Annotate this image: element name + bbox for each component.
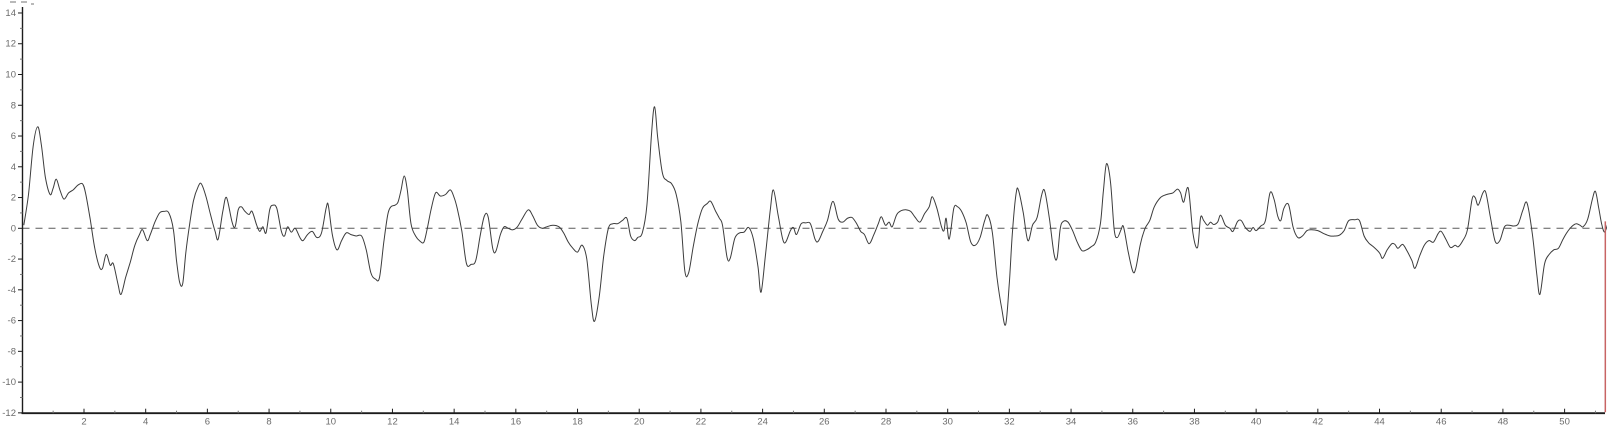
- svg-text:42: 42: [1313, 417, 1324, 428]
- svg-text:-12: -12: [2, 408, 16, 419]
- svg-text:24: 24: [757, 417, 768, 428]
- svg-text:44: 44: [1374, 417, 1385, 428]
- svg-text:4: 4: [143, 417, 148, 428]
- svg-text:6: 6: [11, 131, 16, 142]
- svg-text:2: 2: [11, 193, 16, 204]
- svg-text:36: 36: [1127, 417, 1138, 428]
- cropped-top-artifact: [10, 1, 16, 3]
- svg-text:-10: -10: [2, 377, 16, 388]
- svg-text:8: 8: [11, 100, 16, 111]
- svg-text:16: 16: [511, 417, 522, 428]
- svg-text:2: 2: [81, 417, 86, 428]
- cropped-top-artifact: [21, 1, 27, 3]
- svg-text:12: 12: [5, 39, 16, 50]
- svg-text:10: 10: [325, 417, 336, 428]
- svg-text:26: 26: [819, 417, 830, 428]
- svg-text:38: 38: [1189, 417, 1200, 428]
- svg-text:46: 46: [1436, 417, 1447, 428]
- svg-text:50: 50: [1559, 417, 1570, 428]
- svg-text:14: 14: [5, 8, 16, 19]
- svg-text:32: 32: [1004, 417, 1015, 428]
- svg-text:48: 48: [1498, 417, 1509, 428]
- svg-text:6: 6: [205, 417, 210, 428]
- svg-text:14: 14: [449, 417, 460, 428]
- svg-text:-4: -4: [8, 285, 16, 296]
- svg-text:40: 40: [1251, 417, 1262, 428]
- svg-text:10: 10: [5, 70, 16, 81]
- svg-text:8: 8: [266, 417, 271, 428]
- svg-text:22: 22: [696, 417, 707, 428]
- series-signal: [23, 106, 1607, 326]
- svg-text:-8: -8: [8, 346, 16, 357]
- svg-text:0: 0: [11, 223, 16, 234]
- svg-text:34: 34: [1066, 417, 1077, 428]
- svg-text:-6: -6: [8, 316, 16, 327]
- svg-text:4: 4: [11, 162, 16, 173]
- svg-text:12: 12: [387, 417, 398, 428]
- cropped-top-artifact: [31, 3, 34, 5]
- svg-text:30: 30: [942, 417, 953, 428]
- svg-text:20: 20: [634, 417, 645, 428]
- svg-text:-2: -2: [8, 254, 16, 265]
- svg-text:18: 18: [572, 417, 583, 428]
- svg-text:28: 28: [881, 417, 892, 428]
